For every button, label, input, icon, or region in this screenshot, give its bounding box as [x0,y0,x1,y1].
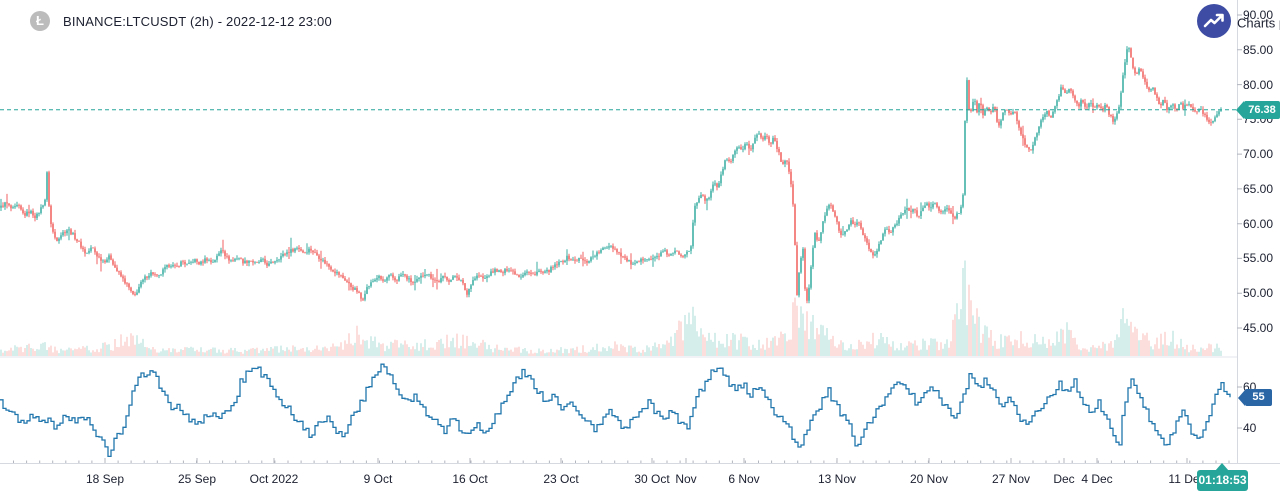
time-axis-label: Nov [675,472,697,486]
countdown-label: 01:18:53 [1197,470,1248,491]
oscillator-value-label: 55 [1238,389,1272,406]
oscillator-value: 55 [1245,389,1272,406]
time-axis-label: 20 Nov [909,472,949,486]
chart-title: BINANCE:LTCUSDT (2h) - 2022-12-12 23:00 [63,13,332,29]
countdown-value: 01:18:53 [1197,470,1248,491]
price-axis-label: 80.00 [1243,77,1274,92]
oscillator-line [0,363,1231,458]
time-axis-label: Oct 2022 [249,472,299,486]
oscillator-axis-label: 40 [1243,421,1257,435]
time-axis-label: 6 Nov [728,472,760,486]
time-axis-label: 4 Dec [1081,472,1113,486]
price-axis-label: 45.00 [1243,321,1274,335]
countdown-arrow [1215,463,1229,471]
last-price-label: 76.38 [1236,101,1280,119]
branding[interactable]: Charts p [1196,3,1280,41]
chart-header: Ł BINANCE:LTCUSDT (2h) - 2022-12-12 23:0… [30,11,332,31]
price-axis-label: 55.00 [1243,251,1274,266]
charts-powered-by-text[interactable]: Charts p [1237,15,1280,31]
time-axis-label: 25 Sep [177,472,217,486]
time-axis-label: 18 Sep [85,472,125,486]
time-axis-label: Dec [1053,472,1075,486]
price-axis-label: 70.00 [1243,147,1274,162]
price-axis-label: 85.00 [1243,42,1274,57]
last-price-value: 76.38 [1244,101,1280,119]
price-axis-label: 50.00 [1243,286,1274,301]
price-axis-ticks [1237,14,1242,429]
litecoin-icon: Ł [30,11,50,31]
volume-bars-down [2,284,1212,356]
volume-bars-up [0,260,1222,356]
time-axis-label: 23 Oct [543,472,579,486]
trending-up-icon[interactable] [1196,3,1232,39]
time-axis-label: 30 Oct [634,472,670,486]
time-axis-label: 9 Oct [363,472,393,486]
price-axis-label: 60.00 [1243,216,1274,231]
time-axis-label: 27 Nov [991,472,1031,486]
oscillator-arrow [1238,389,1245,406]
candle-wicks-down [2,47,1212,304]
time-axis-label: 13 Nov [817,472,857,486]
time-axis-ticks [13,458,1230,463]
price-axis-label: 90.00 [1243,8,1274,22]
candle-wicks-up [0,46,1222,304]
candle-bodies-down [2,48,1212,301]
price-axis-label: 65.00 [1243,181,1274,196]
last-price-arrow [1236,101,1244,119]
time-axis-label: 16 Oct [452,472,488,486]
time-axis-label: 11 Dec [1168,472,1206,486]
candle-bodies-up [0,48,1222,301]
